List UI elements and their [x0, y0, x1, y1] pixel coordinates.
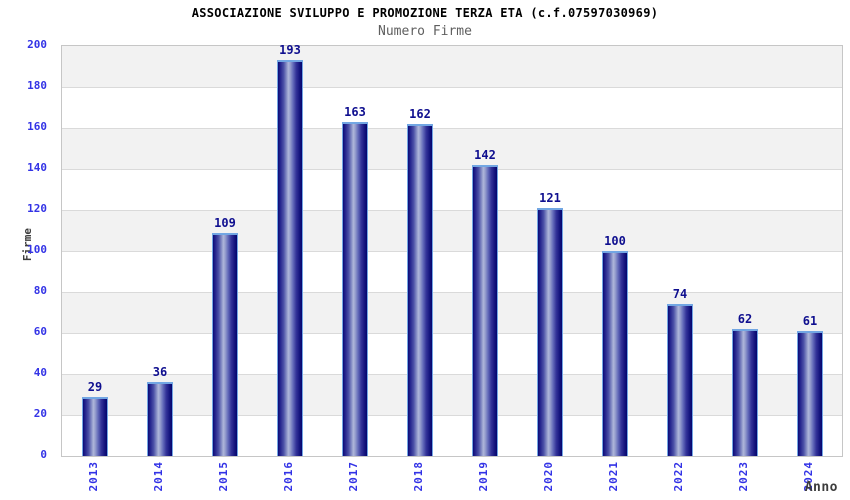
y-tick-label: 60: [33, 325, 47, 338]
plot-band: [62, 46, 842, 87]
plot-band: [62, 128, 842, 169]
bar-2016: [277, 60, 303, 456]
x-tick-label: 2017: [347, 461, 360, 492]
x-tick-label: 2022: [672, 461, 685, 492]
bar-2014: [147, 382, 173, 456]
bar-value-label: 100: [604, 234, 626, 248]
bar-value-label: 162: [409, 107, 431, 121]
plot-area: 29 36 109 193 163 162 142 121 100 74 62 61: [61, 43, 843, 457]
y-tick-label: 200: [27, 38, 47, 51]
chart-subtitle: Numero Firme: [378, 24, 472, 39]
gridline: [62, 251, 842, 252]
x-tick-label: 2013: [87, 461, 100, 492]
bar-2015: [212, 233, 238, 456]
bar-value-label: 36: [152, 365, 168, 379]
gridline: [62, 415, 842, 416]
y-tick-label: 20: [33, 407, 47, 420]
y-tick-label: 140: [27, 161, 47, 174]
x-tick-label: 2020: [542, 461, 555, 492]
y-tick-label: 180: [27, 79, 47, 92]
x-tick-label: 2016: [282, 461, 295, 492]
x-tick-label: 2018: [412, 461, 425, 492]
x-tick-label: 2021: [607, 461, 620, 492]
bar-value-label: 163: [344, 105, 366, 119]
x-tick-label: 2015: [217, 461, 230, 492]
bar-value-label: 142: [474, 148, 496, 162]
y-tick-label: 160: [27, 120, 47, 133]
plot-band: [62, 292, 842, 333]
bar-2018: [407, 124, 433, 456]
bar-value-label: 121: [539, 191, 561, 205]
gridline: [62, 210, 842, 211]
bar-2022: [667, 304, 693, 456]
gridline: [62, 128, 842, 129]
x-tick-label: 2014: [152, 461, 165, 492]
y-tick-label: 100: [27, 243, 47, 256]
y-tick-label: 0: [40, 448, 47, 461]
y-tick-label: 40: [33, 366, 47, 379]
bar-value-label: 29: [87, 380, 103, 394]
bar-value-label: 61: [802, 314, 818, 328]
x-tick-label: 2023: [737, 461, 750, 492]
y-tick-label: 80: [33, 284, 47, 297]
bar-2021: [602, 251, 628, 456]
gridline: [62, 374, 842, 375]
bar-value-label: 74: [672, 287, 688, 301]
x-tick-label: 2019: [477, 461, 490, 492]
plot-band: [62, 374, 842, 415]
gridline: [62, 87, 842, 88]
y-tick-label: 120: [27, 202, 47, 215]
gridline: [62, 169, 842, 170]
bar-2024: [797, 331, 823, 456]
bar-value-label: 62: [737, 312, 753, 326]
x-axis-title: Anno: [804, 480, 838, 495]
bar-2013: [82, 397, 108, 456]
bar-2017: [342, 122, 368, 456]
chart-title: ASSOCIAZIONE SVILUPPO E PROMOZIONE TERZA…: [191, 6, 659, 20]
bar-2023: [732, 329, 758, 456]
bar-value-label: 193: [279, 43, 301, 57]
bar-2020: [537, 208, 563, 456]
gridline: [62, 292, 842, 293]
bar-value-label: 109: [214, 216, 236, 230]
bar-2019: [472, 165, 498, 456]
plot-band: [62, 210, 842, 251]
gridline: [62, 333, 842, 334]
